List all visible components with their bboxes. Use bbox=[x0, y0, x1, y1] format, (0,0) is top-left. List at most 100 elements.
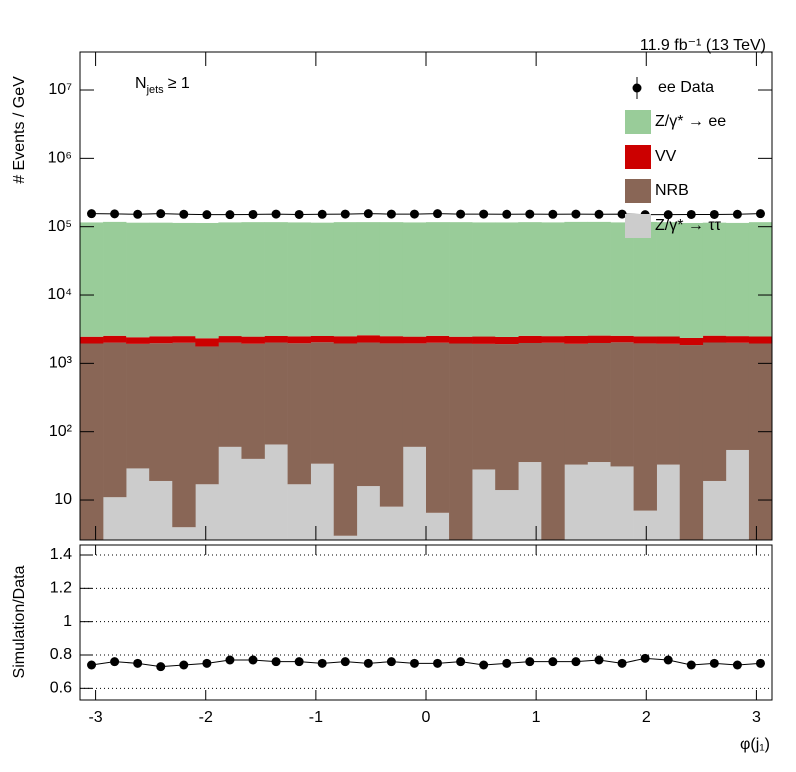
y-tick-label: 10⁷ bbox=[48, 81, 72, 98]
y-axis-label: Simulation/Data bbox=[11, 565, 28, 678]
hist-bar bbox=[564, 343, 588, 465]
y-tick-label: 10⁶ bbox=[48, 150, 72, 167]
ratio-point bbox=[87, 660, 97, 670]
hist-bar bbox=[633, 336, 657, 344]
hist-bar bbox=[356, 486, 381, 540]
ratio-point bbox=[202, 658, 212, 668]
hist-bar bbox=[495, 490, 519, 540]
data-point bbox=[363, 209, 373, 219]
legend-label: Z/γ* → ττ bbox=[655, 217, 722, 234]
data-point bbox=[663, 210, 673, 220]
hist-bar bbox=[541, 336, 565, 343]
hist-bar bbox=[172, 222, 196, 337]
hist-bar bbox=[610, 222, 634, 336]
hist-bar bbox=[264, 335, 288, 343]
y-tick-label: 0.6 bbox=[50, 680, 72, 697]
ratio-point bbox=[686, 660, 696, 670]
hist-bar bbox=[241, 336, 265, 344]
legend-swatch bbox=[625, 214, 651, 238]
hist-bar bbox=[610, 466, 634, 540]
hist-bar bbox=[656, 222, 681, 337]
ratio-point bbox=[179, 660, 189, 670]
hist-bar bbox=[149, 343, 173, 481]
hist-bar bbox=[333, 535, 358, 540]
hist-bar bbox=[656, 336, 681, 344]
y-tick-label: 10² bbox=[49, 423, 73, 440]
ratio-point bbox=[709, 658, 719, 668]
hist-bar bbox=[218, 336, 242, 343]
hist-bar bbox=[633, 510, 657, 540]
data-point bbox=[317, 209, 327, 219]
ratio-point bbox=[594, 655, 604, 665]
ratio-point bbox=[294, 657, 304, 667]
ratio-point bbox=[271, 657, 281, 667]
hist-bar bbox=[495, 336, 519, 345]
hist-bar bbox=[402, 446, 427, 540]
hist-bar bbox=[449, 343, 473, 540]
hist-bar bbox=[103, 335, 127, 343]
ratio-point bbox=[317, 658, 327, 668]
legend-swatch bbox=[625, 179, 651, 203]
hist-bar bbox=[195, 484, 219, 540]
hist-bar bbox=[449, 222, 473, 337]
y-tick-label: 10⁴ bbox=[47, 286, 72, 303]
hist-bar bbox=[495, 344, 519, 491]
hist-bar bbox=[587, 462, 611, 540]
hist-bar bbox=[264, 444, 288, 540]
hist-bar bbox=[725, 449, 750, 540]
hist-bar bbox=[633, 221, 657, 337]
y-tick-label: 10 bbox=[54, 491, 72, 508]
hist-bar bbox=[333, 336, 358, 344]
hist-bar bbox=[472, 469, 496, 540]
ratio-point bbox=[409, 658, 419, 668]
ratio-point bbox=[133, 658, 143, 668]
y-tick-label: 0.8 bbox=[50, 646, 72, 663]
hist-bar bbox=[379, 506, 404, 540]
hist-bar bbox=[426, 335, 450, 343]
data-point bbox=[479, 209, 489, 219]
hist-bar bbox=[656, 464, 681, 540]
hist-bar bbox=[195, 338, 219, 347]
data-point bbox=[110, 209, 120, 219]
hist-bar bbox=[126, 343, 150, 469]
y-tick-label: 10⁵ bbox=[48, 218, 72, 235]
hist-bar bbox=[449, 336, 473, 344]
hist-bar bbox=[633, 343, 657, 511]
hist-bar bbox=[402, 343, 427, 447]
hist-bar bbox=[379, 222, 404, 337]
data-point bbox=[179, 209, 189, 219]
hist-bar bbox=[725, 336, 750, 343]
hist-bar bbox=[725, 342, 750, 450]
ratio-point bbox=[502, 658, 512, 668]
y-tick-label: 1.4 bbox=[50, 546, 72, 563]
legend-label: ee Data bbox=[658, 79, 714, 96]
hist-bar bbox=[379, 336, 404, 344]
data-point bbox=[248, 209, 258, 219]
hist-bar bbox=[241, 222, 265, 337]
hist-bar bbox=[126, 222, 150, 338]
data-point bbox=[456, 209, 466, 219]
hist-bar bbox=[241, 343, 265, 459]
selection-label: Njets ≥ 1 bbox=[135, 75, 190, 96]
ratio-point bbox=[663, 655, 673, 665]
selection-part: jets bbox=[146, 84, 165, 96]
hist-bar bbox=[495, 222, 519, 337]
data-point bbox=[755, 209, 765, 219]
data-point bbox=[409, 209, 419, 219]
data-point bbox=[686, 209, 696, 219]
hist-bar bbox=[702, 342, 727, 481]
selection-part: N bbox=[135, 75, 147, 92]
hist-bar bbox=[564, 221, 588, 337]
hist-bar bbox=[748, 222, 772, 337]
hist-bar bbox=[564, 336, 588, 344]
ratio-point bbox=[525, 657, 535, 667]
hist-bar bbox=[541, 342, 565, 540]
legend-label: VV bbox=[655, 148, 677, 165]
data-point bbox=[87, 209, 97, 219]
data-point bbox=[156, 209, 166, 219]
hist-bar bbox=[310, 342, 335, 464]
hist-bar bbox=[264, 342, 288, 445]
hist-bar bbox=[472, 336, 496, 344]
hist-bar bbox=[426, 342, 450, 513]
data-point bbox=[709, 209, 719, 219]
